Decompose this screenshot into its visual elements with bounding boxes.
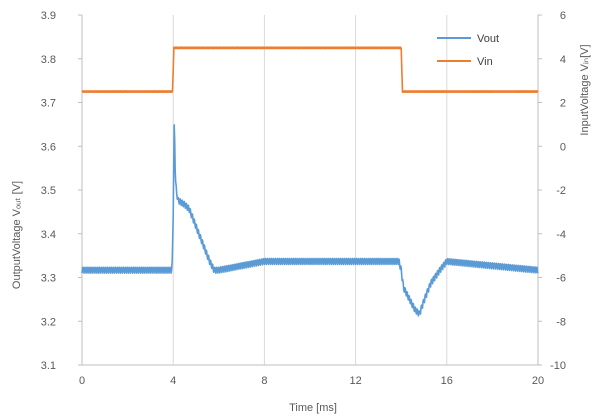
legend-label-vin: Vin bbox=[477, 56, 493, 68]
axes bbox=[82, 15, 538, 365]
x-tick-label: 0 bbox=[79, 375, 85, 387]
x-tick-label: 4 bbox=[170, 375, 176, 387]
y-left-tick-label: 3.4 bbox=[41, 229, 56, 241]
y-left-tick-label: 3.8 bbox=[41, 54, 56, 66]
y-left-tick-label: 3.2 bbox=[41, 316, 56, 328]
y-left-tick-label: 3.6 bbox=[41, 141, 56, 153]
x-tick-label: 8 bbox=[261, 375, 267, 387]
y-left-tick-label: 3.1 bbox=[41, 360, 56, 372]
series-line-vout bbox=[82, 125, 538, 316]
y-right-axis-ticks: -10 -8 -6 -4 -2 0 2 4 6 bbox=[538, 10, 566, 372]
y-left-axis-title: OutputVoltage Vₒᵤₜ [V] bbox=[11, 181, 23, 289]
y-right-tick-label: -6 bbox=[556, 273, 566, 285]
x-tick-label: 16 bbox=[441, 375, 453, 387]
y-right-axis-title: InputVoltage Vᵢₙ[V] bbox=[579, 44, 591, 135]
y-right-tick-label: -2 bbox=[556, 185, 566, 197]
series-line-vin bbox=[82, 47, 538, 92]
y-left-tick-label: 3.9 bbox=[41, 10, 56, 22]
series-layer bbox=[82, 47, 538, 316]
y-right-tick-label: -8 bbox=[556, 316, 566, 328]
x-axis-ticks: 0 4 8 12 16 20 bbox=[79, 375, 544, 387]
x-tick-label: 12 bbox=[349, 375, 361, 387]
y-right-tick-label: 2 bbox=[560, 98, 566, 110]
y-right-tick-label: -4 bbox=[556, 229, 566, 241]
grid-lines bbox=[82, 15, 538, 365]
y-left-tick-label: 3.3 bbox=[41, 273, 56, 285]
legend-label-vout: Vout bbox=[477, 33, 499, 45]
y-right-tick-label: -10 bbox=[550, 360, 566, 372]
y-left-axis-ticks: 3.1 3.2 3.3 3.4 3.5 3.6 3.7 3.8 3.9 bbox=[41, 10, 82, 372]
y-right-tick-label: 4 bbox=[560, 54, 566, 66]
y-left-tick-label: 3.7 bbox=[41, 98, 56, 110]
y-left-tick-label: 3.5 bbox=[41, 185, 56, 197]
x-axis-title: Time [ms] bbox=[289, 402, 337, 414]
y-right-tick-label: 0 bbox=[560, 141, 566, 153]
y-right-tick-label: 6 bbox=[560, 10, 566, 22]
x-tick-label: 20 bbox=[532, 375, 544, 387]
